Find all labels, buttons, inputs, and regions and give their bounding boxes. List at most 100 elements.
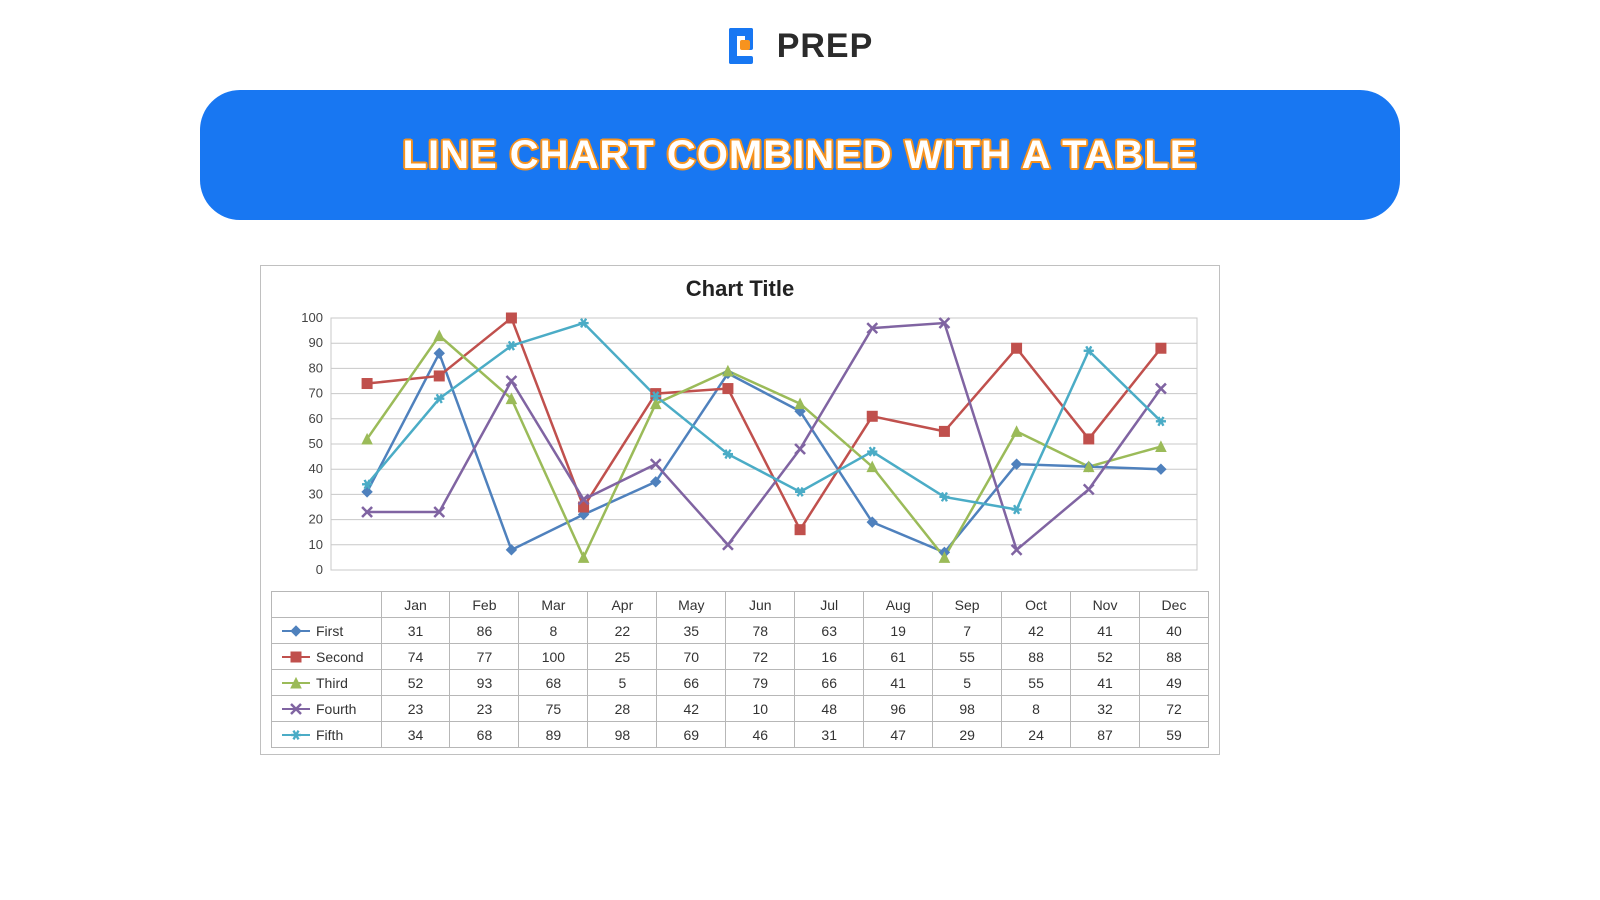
value-cell: 88 bbox=[1140, 644, 1209, 670]
value-cell: 98 bbox=[588, 722, 657, 748]
svg-text:80: 80 bbox=[309, 360, 323, 375]
value-cell: 46 bbox=[726, 722, 795, 748]
value-cell: 16 bbox=[795, 644, 864, 670]
series-name: Third bbox=[316, 675, 348, 691]
value-cell: 23 bbox=[450, 696, 519, 722]
series-legend-cell: Fourth bbox=[272, 696, 382, 722]
value-cell: 41 bbox=[1071, 618, 1140, 644]
value-cell: 52 bbox=[381, 670, 450, 696]
value-cell: 19 bbox=[864, 618, 933, 644]
value-cell: 47 bbox=[864, 722, 933, 748]
month-header: Sep bbox=[933, 592, 1002, 618]
value-cell: 34 bbox=[381, 722, 450, 748]
prep-icon bbox=[727, 26, 767, 66]
value-cell: 48 bbox=[795, 696, 864, 722]
value-cell: 96 bbox=[864, 696, 933, 722]
value-cell: 74 bbox=[381, 644, 450, 670]
value-cell: 66 bbox=[795, 670, 864, 696]
table-row: First3186822357863197424140 bbox=[272, 618, 1209, 644]
value-cell: 24 bbox=[1002, 722, 1071, 748]
brand-text: PREP bbox=[777, 27, 874, 66]
value-cell: 63 bbox=[795, 618, 864, 644]
value-cell: 49 bbox=[1140, 670, 1209, 696]
svg-text:70: 70 bbox=[309, 386, 323, 401]
value-cell: 66 bbox=[657, 670, 726, 696]
svg-text:10: 10 bbox=[309, 537, 323, 552]
table-row: Fourth23237528421048969883272 bbox=[272, 696, 1209, 722]
value-cell: 93 bbox=[450, 670, 519, 696]
table-row: Second7477100257072166155885288 bbox=[272, 644, 1209, 670]
svg-text:100: 100 bbox=[301, 310, 323, 325]
value-cell: 8 bbox=[1002, 696, 1071, 722]
month-header: Apr bbox=[588, 592, 657, 618]
value-cell: 31 bbox=[795, 722, 864, 748]
value-cell: 8 bbox=[519, 618, 588, 644]
series-name: First bbox=[316, 623, 343, 639]
page-root: PREP LINE CHART COMBINED WITH A TABLE Ch… bbox=[0, 0, 1600, 900]
month-header: Feb bbox=[450, 592, 519, 618]
value-cell: 100 bbox=[519, 644, 588, 670]
value-cell: 72 bbox=[1140, 696, 1209, 722]
value-cell: 98 bbox=[933, 696, 1002, 722]
value-cell: 41 bbox=[864, 670, 933, 696]
value-cell: 41 bbox=[1071, 670, 1140, 696]
banner: LINE CHART COMBINED WITH A TABLE bbox=[200, 90, 1400, 220]
value-cell: 77 bbox=[450, 644, 519, 670]
month-header: Oct bbox=[1002, 592, 1071, 618]
line-chart-svg: 0 10 20 30 40 50 60 70 80 90 100 bbox=[271, 310, 1203, 586]
value-cell: 29 bbox=[933, 722, 1002, 748]
value-cell: 70 bbox=[657, 644, 726, 670]
value-cell: 78 bbox=[726, 618, 795, 644]
value-cell: 10 bbox=[726, 696, 795, 722]
month-header: Jun bbox=[726, 592, 795, 618]
value-cell: 35 bbox=[657, 618, 726, 644]
svg-text:90: 90 bbox=[309, 335, 323, 350]
value-cell: 52 bbox=[1071, 644, 1140, 670]
svg-text:30: 30 bbox=[309, 486, 323, 501]
value-cell: 61 bbox=[864, 644, 933, 670]
chart-panel: Chart Title 0102030405060708090100 JanFe… bbox=[260, 265, 1220, 755]
value-cell: 5 bbox=[588, 670, 657, 696]
chart-plot-area: 0 10 20 30 40 50 60 70 80 90 100 bbox=[271, 310, 1209, 591]
value-cell: 22 bbox=[588, 618, 657, 644]
month-header: May bbox=[657, 592, 726, 618]
value-cell: 75 bbox=[519, 696, 588, 722]
series-legend-cell: Fifth bbox=[272, 722, 382, 748]
svg-text:60: 60 bbox=[309, 411, 323, 426]
table-corner-cell bbox=[272, 592, 382, 618]
value-cell: 89 bbox=[519, 722, 588, 748]
value-cell: 32 bbox=[1071, 696, 1140, 722]
value-cell: 69 bbox=[657, 722, 726, 748]
svg-text:50: 50 bbox=[309, 436, 323, 451]
value-cell: 7 bbox=[933, 618, 1002, 644]
table-row: Third5293685667966415554149 bbox=[272, 670, 1209, 696]
svg-text:20: 20 bbox=[309, 512, 323, 527]
value-cell: 25 bbox=[588, 644, 657, 670]
value-cell: 87 bbox=[1071, 722, 1140, 748]
value-cell: 42 bbox=[657, 696, 726, 722]
value-cell: 68 bbox=[519, 670, 588, 696]
value-cell: 40 bbox=[1140, 618, 1209, 644]
banner-title: LINE CHART COMBINED WITH A TABLE bbox=[403, 133, 1198, 178]
value-cell: 68 bbox=[450, 722, 519, 748]
svg-text:0: 0 bbox=[316, 562, 323, 577]
svg-text:40: 40 bbox=[309, 461, 323, 476]
table-header-row: JanFebMarAprMayJunJulAugSepOctNovDec bbox=[272, 592, 1209, 618]
value-cell: 88 bbox=[1002, 644, 1071, 670]
month-header: Jan bbox=[381, 592, 450, 618]
value-cell: 59 bbox=[1140, 722, 1209, 748]
value-cell: 55 bbox=[933, 644, 1002, 670]
value-cell: 79 bbox=[726, 670, 795, 696]
series-legend-cell: First bbox=[272, 618, 382, 644]
month-header: Jul bbox=[795, 592, 864, 618]
value-cell: 31 bbox=[381, 618, 450, 644]
brand-logo: PREP bbox=[727, 26, 874, 66]
month-header: Dec bbox=[1140, 592, 1209, 618]
value-cell: 28 bbox=[588, 696, 657, 722]
value-cell: 23 bbox=[381, 696, 450, 722]
series-name: Second bbox=[316, 649, 363, 665]
chart-data-table: JanFebMarAprMayJunJulAugSepOctNovDec Firs… bbox=[271, 591, 1209, 748]
month-header: Nov bbox=[1071, 592, 1140, 618]
series-name: Fourth bbox=[316, 701, 356, 717]
table-row: Fifth346889986946314729248759 bbox=[272, 722, 1209, 748]
